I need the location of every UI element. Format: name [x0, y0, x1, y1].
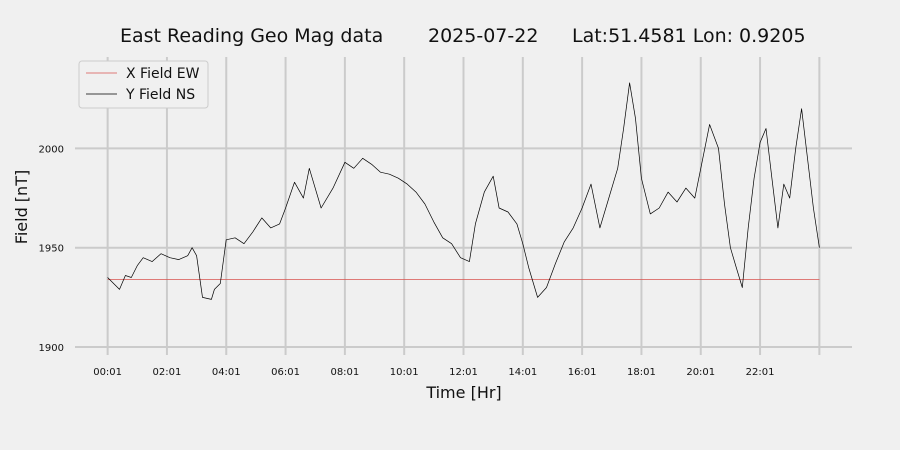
x-tick-label: 10:01 — [390, 367, 419, 378]
legend-label-x-field-ew: X Field EW — [126, 66, 200, 82]
legend: X Field EW Y Field NS — [78, 60, 209, 109]
x-tick-label: 12:01 — [449, 367, 478, 378]
x-tick-label: 20:01 — [686, 367, 715, 378]
series-lines — [107, 82, 820, 300]
series-line-y-field-ns — [107, 82, 820, 300]
x-tick-label: 22:01 — [746, 367, 775, 378]
x-tick-label: 04:01 — [212, 367, 241, 378]
chart-title-date: 2025-07-22 — [428, 25, 538, 47]
x-tick-label: 00:01 — [93, 367, 122, 378]
y-tick-label: 1950 — [39, 244, 64, 255]
x-tick-label: 18:01 — [627, 367, 656, 378]
x-axis-label: Time [Hr] — [425, 383, 501, 402]
x-tick-label: 14:01 — [508, 367, 537, 378]
tick-labels: 00:01 02:01 04:01 06:01 08:01 10:01 12:01 14:01… — [39, 144, 775, 378]
x-tick-label: 06:01 — [271, 367, 300, 378]
grid-lines — [75, 57, 852, 355]
x-tick-label: 02:01 — [153, 367, 182, 378]
y-tick-label: 1900 — [39, 343, 64, 354]
x-tick-label: 16:01 — [568, 367, 597, 378]
x-tick-label: 08:01 — [330, 367, 359, 378]
chart-title-location: Lat:51.4581 Lon: 0.9205 — [572, 25, 806, 47]
chart-title-station: East Reading Geo Mag data — [120, 25, 383, 47]
y-tick-label: 2000 — [39, 144, 64, 155]
legend-label-y-field-ns: Y Field NS — [125, 87, 195, 103]
y-axis-label: Field [nT] — [12, 170, 31, 244]
